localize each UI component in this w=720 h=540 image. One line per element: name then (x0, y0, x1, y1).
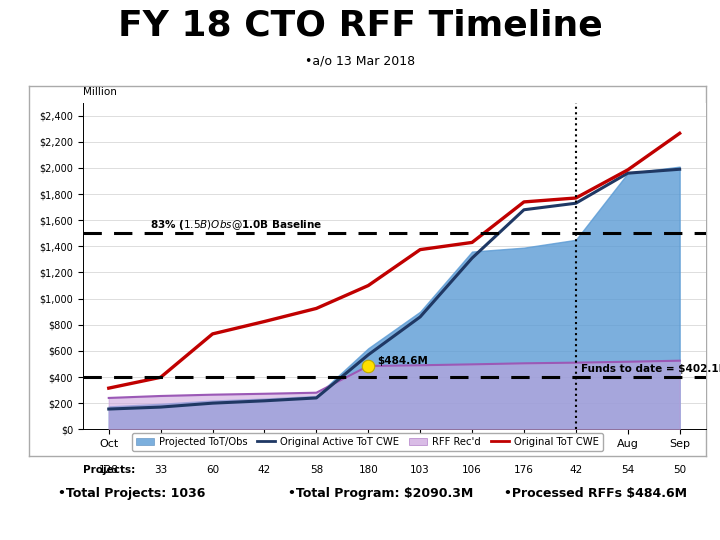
Text: •Total Program: $2090.3M: •Total Program: $2090.3M (288, 487, 473, 500)
Text: •a/o 13 Mar 2018: •a/o 13 Mar 2018 (305, 55, 415, 68)
Text: 103: 103 (410, 465, 430, 475)
Text: $484.6M: $484.6M (377, 356, 428, 366)
Text: Funds to date = $402.1M: Funds to date = $402.1M (581, 364, 720, 374)
Text: 42: 42 (570, 465, 582, 475)
Text: 42: 42 (258, 465, 271, 475)
Legend: Projected ToT/Obs, Original Active ToT CWE, RFF Rec'd, Original ToT CWE: Projected ToT/Obs, Original Active ToT C… (132, 433, 603, 451)
Text: 54: 54 (621, 465, 634, 475)
Text: Projects:: Projects: (83, 465, 135, 475)
Text: Million: Million (83, 87, 117, 97)
Text: 33: 33 (154, 465, 167, 475)
Text: •Total Projects: 1036: •Total Projects: 1036 (58, 487, 205, 500)
Text: •Processed RFFs $484.6M: •Processed RFFs $484.6M (504, 487, 687, 500)
Text: 83% ($1.5B) Obs @ $1.0B Baseline: 83% ($1.5B) Obs @ $1.0B Baseline (150, 218, 323, 232)
Text: FY 18 CTO RFF Timeline: FY 18 CTO RFF Timeline (117, 8, 603, 42)
Text: 60: 60 (206, 465, 219, 475)
Text: 106: 106 (462, 465, 482, 475)
Text: 180: 180 (359, 465, 378, 475)
Text: 128: 128 (99, 465, 119, 475)
Text: 176: 176 (514, 465, 534, 475)
Text: 50: 50 (673, 465, 686, 475)
Text: 58: 58 (310, 465, 323, 475)
